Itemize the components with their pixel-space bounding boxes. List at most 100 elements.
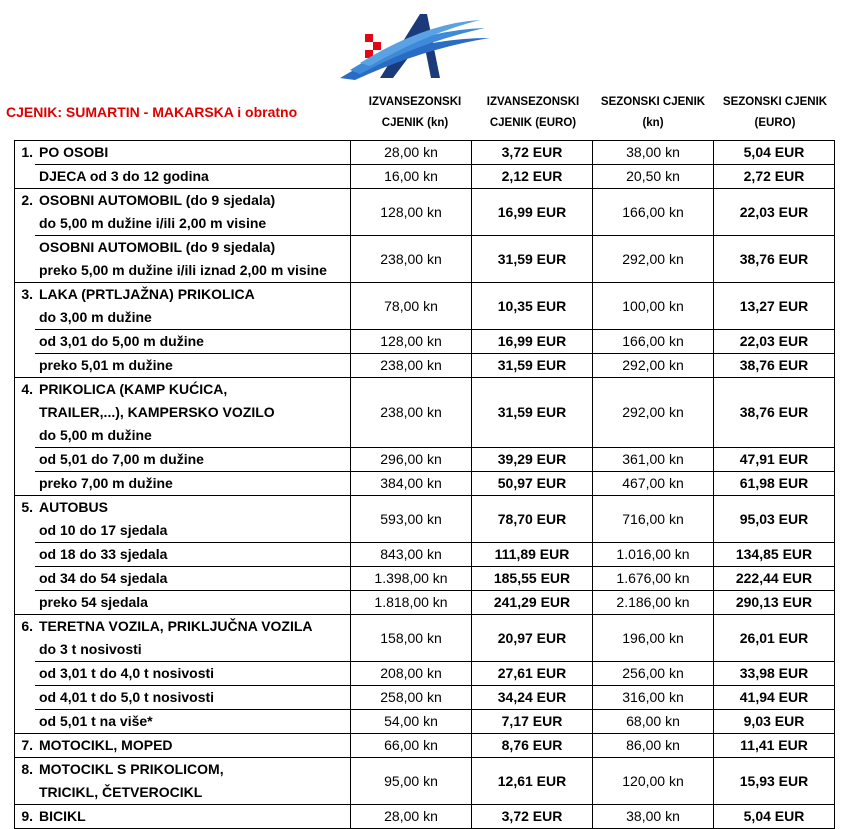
price: 238,00 kn [350, 353, 472, 378]
price: 28,00 kn [350, 140, 472, 165]
price: 1.398,00 kn [350, 566, 472, 591]
price: 22,03 EUR [713, 188, 835, 236]
column-header: SEZONSKI CJENIK (kn) [600, 96, 706, 129]
price: 68,00 kn [592, 709, 714, 734]
label-line: PRIKOLICA (KAMP KUĆICA, [39, 381, 228, 397]
price-row: preko 7,00 m dužine 384,00 kn 50,97 EUR 467… [14, 471, 835, 496]
price: 134,85 EUR [713, 542, 835, 567]
item-label: preko 5,01 m dužine [35, 353, 351, 378]
price: 241,29 EUR [471, 590, 593, 615]
label-line: od 18 do 33 sjedala [39, 546, 168, 562]
group-number [14, 542, 35, 567]
group-number: 1. [14, 140, 35, 165]
price: 31,59 EUR [471, 353, 593, 378]
label-line: MOTOCIKL S PRIKOLICOM, [39, 761, 224, 777]
price: 22,03 EUR [713, 329, 835, 354]
label-line: od 4,01 t do 5,0 t nosivosti [39, 689, 215, 705]
price: 26,01 EUR [713, 614, 835, 662]
label-line: TERETNA VOZILA, PRIKLJUČNA VOZILA [39, 618, 313, 634]
price: 290,13 EUR [713, 590, 835, 615]
label-line: DJECA od 3 do 12 godina [39, 168, 209, 184]
price-row: preko 5,01 m dužine 238,00 kn 31,59 EUR 292… [14, 353, 835, 378]
price-row: od 4,01 t do 5,0 t nosivosti 258,00 kn 34,… [14, 685, 835, 710]
item-label: preko 54 sjedala [35, 590, 351, 615]
price: 128,00 kn [350, 329, 472, 354]
item-label: LAKA (PRTLJAŽNA) PRIKOLICA do 3,00 m duži… [35, 282, 351, 330]
group-number [14, 353, 35, 378]
group-number: 6. [14, 614, 35, 662]
price: 1.016,00 kn [592, 542, 714, 567]
price-row: 4. PRIKOLICA (KAMP KUĆICA, TRAILER,...), K… [14, 377, 835, 448]
column-header: IZVANSEZONSKI CJENIK (kn) [368, 96, 462, 129]
price: 716,00 kn [592, 495, 714, 543]
label-line: od 3,01 do 5,00 m dužine [39, 333, 204, 349]
price: 467,00 kn [592, 471, 714, 496]
price: 16,99 EUR [471, 329, 593, 354]
price: 166,00 kn [592, 188, 714, 236]
group-number: 8. [14, 757, 35, 805]
item-label: od 18 do 33 sjedala [35, 542, 351, 567]
item-label: MOTOCIKL, MOPED [35, 733, 351, 758]
price: 15,93 EUR [713, 757, 835, 805]
price-row: 8. MOTOCIKL S PRIKOLICOM, TRICIKL, ČETVERO… [14, 757, 835, 805]
price: 13,27 EUR [713, 282, 835, 330]
price: 16,00 kn [350, 164, 472, 189]
price: 208,00 kn [350, 661, 472, 686]
label-line: BICIKL [39, 808, 86, 824]
price: 27,61 EUR [471, 661, 593, 686]
item-label: PO OSOBI [35, 140, 351, 165]
item-label: od 4,01 t do 5,0 t nosivosti [35, 685, 351, 710]
price-row: OSOBNI AUTOMOBIL (do 9 sjedala) preko 5,0… [14, 235, 835, 283]
price-row: 7. MOTOCIKL, MOPED 66,00 kn 8,76 EUR 86,00 k… [14, 733, 835, 758]
price: 61,98 EUR [713, 471, 835, 496]
price-row: 2. OSOBNI AUTOMOBIL (do 9 sjedala) do 5,00… [14, 188, 835, 236]
price: 158,00 kn [350, 614, 472, 662]
price: 258,00 kn [350, 685, 472, 710]
price-row: 5. AUTOBUS od 10 do 17 sjedala 593,00 kn 78,… [14, 495, 835, 543]
group-number [14, 235, 35, 283]
item-label: PRIKOLICA (KAMP KUĆICA, TRAILER,...), KAM… [35, 377, 351, 448]
label-line: od 5,01 t na više* [39, 713, 153, 729]
price: 95,00 kn [350, 757, 472, 805]
group-number: 3. [14, 282, 35, 330]
item-label: AUTOBUS od 10 do 17 sjedala [35, 495, 351, 543]
price: 593,00 kn [350, 495, 472, 543]
price: 238,00 kn [350, 377, 472, 448]
item-label: DJECA od 3 do 12 godina [35, 164, 351, 189]
price: 9,03 EUR [713, 709, 835, 734]
price: 196,00 kn [592, 614, 714, 662]
price: 33,98 EUR [713, 661, 835, 686]
price: 316,00 kn [592, 685, 714, 710]
label-line: od 5,01 do 7,00 m dužine [39, 451, 204, 467]
group-number [14, 447, 35, 472]
price-row: od 18 do 33 sjedala 843,00 kn 111,89 EUR 1.… [14, 542, 835, 567]
label-line: PO OSOBI [39, 144, 109, 160]
group-number [14, 566, 35, 591]
price: 38,76 EUR [713, 235, 835, 283]
price: 39,29 EUR [471, 447, 593, 472]
price: 12,61 EUR [471, 757, 593, 805]
item-label: OSOBNI AUTOMOBIL (do 9 sjedala) do 5,00 m… [35, 188, 351, 236]
price: 41,94 EUR [713, 685, 835, 710]
item-label: od 5,01 t na više* [35, 709, 351, 734]
price: 54,00 kn [350, 709, 472, 734]
price: 384,00 kn [350, 471, 472, 496]
label-line: OSOBNI AUTOMOBIL (do 9 sjedala) [39, 239, 276, 255]
label-line: MOTOCIKL, MOPED [39, 737, 173, 753]
price: 78,70 EUR [471, 495, 593, 543]
price-row: od 3,01 t do 4,0 t nosivosti 208,00 kn 27,… [14, 661, 835, 686]
price: 31,59 EUR [471, 235, 593, 283]
item-label: OSOBNI AUTOMOBIL (do 9 sjedala) preko 5,0… [35, 235, 351, 283]
price: 66,00 kn [350, 733, 472, 758]
price: 361,00 kn [592, 447, 714, 472]
label-line: do 5,00 m dužine i/ili 2,00 m visine [39, 215, 267, 231]
price: 31,59 EUR [471, 377, 593, 448]
label-line: LAKA (PRTLJAŽNA) PRIKOLICA [39, 286, 255, 302]
price: 100,00 kn [592, 282, 714, 330]
price: 10,35 EUR [471, 282, 593, 330]
group-number: 4. [14, 377, 35, 448]
price: 1.676,00 kn [592, 566, 714, 591]
column-header: IZVANSEZONSKI CJENIK (EURO) [486, 96, 580, 129]
price: 292,00 kn [592, 377, 714, 448]
